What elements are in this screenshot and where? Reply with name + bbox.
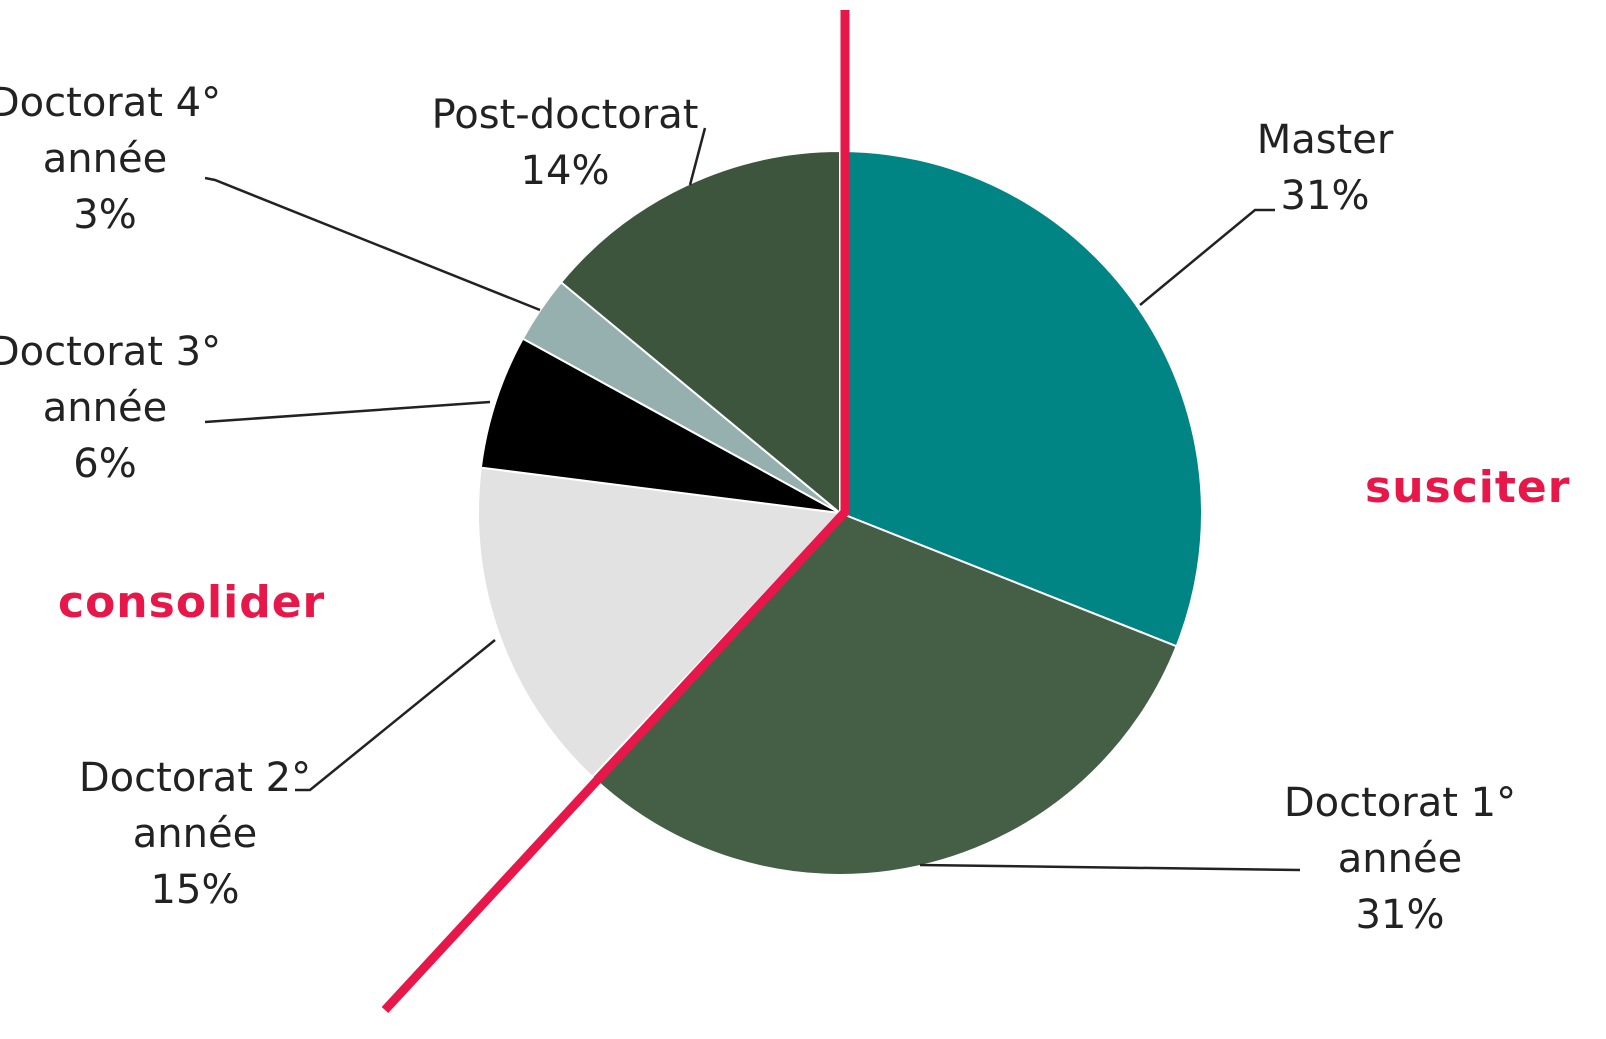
divider-line	[381, 10, 850, 1014]
leader-lines	[204, 127, 1301, 872]
value-label: 6%	[73, 441, 137, 487]
pie-slice	[479, 337, 841, 514]
value-label: 3%	[73, 192, 137, 238]
leader-line	[1139, 208, 1275, 306]
value-label: 14%	[520, 148, 610, 194]
pie-slice	[590, 511, 1178, 876]
pie-slice	[477, 466, 843, 779]
pie-slice	[559, 149, 841, 516]
leader-line	[688, 127, 707, 186]
pie-slice	[839, 149, 1203, 648]
value-label: 15%	[150, 867, 240, 913]
leader-line	[204, 400, 491, 424]
leader-line	[204, 176, 541, 312]
category-label: Master	[1256, 117, 1394, 163]
value-label: 31%	[1355, 892, 1445, 938]
slice-label: Doctorat 4° année 3%	[0, 75, 230, 243]
value-label: 31%	[1280, 173, 1370, 219]
slice-label: Post-doctorat 14%	[405, 87, 725, 199]
leader-line	[295, 639, 496, 792]
category-label: Doctorat 4° année	[0, 80, 222, 182]
category-label: Post-doctorat	[431, 92, 699, 138]
slice-label: Master 31%	[1185, 112, 1465, 224]
annotation: consolider	[58, 577, 326, 628]
slice-label: Doctorat 3° année 6%	[0, 324, 230, 492]
leader-line	[919, 863, 1301, 872]
slice-label: Doctorat 1° année 31%	[1275, 775, 1525, 943]
category-label: Doctorat 1° année	[1283, 780, 1517, 882]
slice-label: Doctorat 2° année 15%	[70, 750, 320, 918]
category-label: Doctorat 3° année	[0, 329, 222, 431]
annotation: susciter	[1365, 462, 1571, 513]
category-label: Doctorat 2° année	[78, 755, 312, 857]
